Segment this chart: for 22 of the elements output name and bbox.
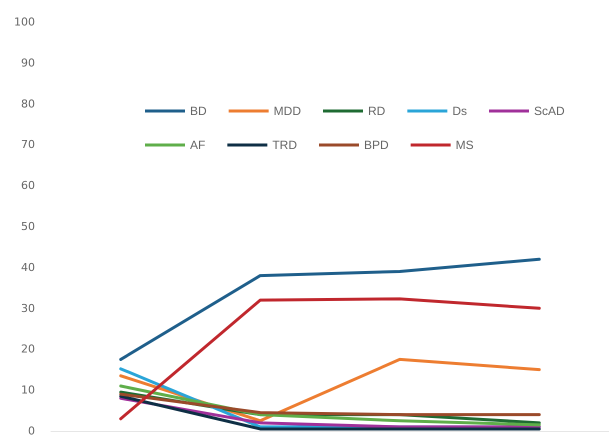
y-tick-label: 80 [21,97,35,110]
y-tick-label: 30 [21,302,35,315]
y-tick-label: 40 [21,260,35,274]
y-tick-label: 60 [21,179,35,192]
legend-label: Ds [452,104,467,118]
line-series [119,258,541,361]
legend-label: BD [190,104,208,118]
legend-label: RD [368,104,386,118]
y-tick-label: 90 [21,56,35,70]
y-tick-label: 50 [21,220,35,233]
y-tick-label: 10 [21,384,35,397]
y-tick-label: 70 [21,138,35,152]
legend-label: MS [456,138,474,152]
legend-label: BPD [364,138,390,152]
legend-label: ScAD [534,104,566,118]
legend-label: AF [190,138,206,152]
y-tick-label: 20 [21,342,35,356]
y-tick-label: 100 [14,16,35,28]
y-tick-label: 0 [28,424,35,438]
legend-label: MDD [274,104,302,118]
line-series [119,297,541,420]
legend-label: TRD [272,138,298,152]
